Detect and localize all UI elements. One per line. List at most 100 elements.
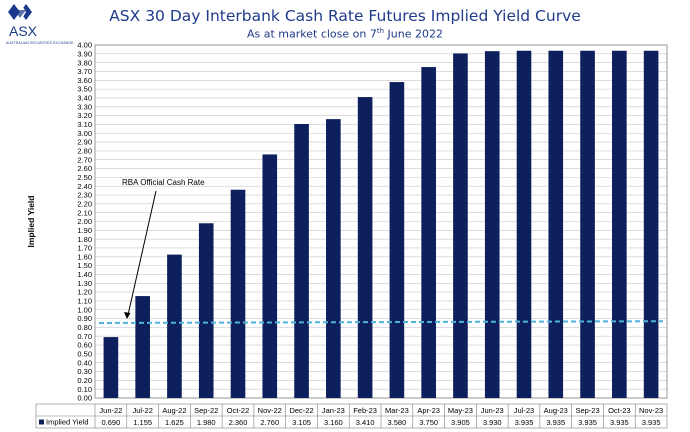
x-tick-label: Sep-23: [575, 406, 599, 415]
data-label: 3.935: [610, 418, 629, 427]
x-tick-label: Jun-23: [481, 406, 504, 415]
y-tick-label: 1.10: [77, 297, 92, 306]
bar: [612, 50, 627, 399]
y-tick-label: 3.90: [77, 49, 92, 58]
bar: [198, 223, 214, 398]
bar: [230, 189, 246, 398]
bar: [262, 154, 278, 398]
data-label: 1.625: [165, 418, 184, 427]
plot-area-border: [94, 44, 668, 399]
y-tick-label: 1.20: [77, 288, 92, 297]
bar: [421, 67, 436, 398]
x-tick-label: Mar-23: [385, 406, 409, 415]
rba-annotation-label: RBA Official Cash Rate: [122, 178, 205, 187]
y-tick-label: 4.00: [77, 41, 92, 50]
bar: [516, 50, 532, 399]
bar: [167, 254, 182, 398]
y-tick-label: 2.00: [77, 217, 92, 226]
y-tick-label: 1.00: [77, 305, 92, 314]
bar: [389, 82, 405, 398]
x-tick-label: Oct-23: [608, 406, 631, 415]
x-tick-label: Apr-23: [417, 406, 440, 415]
y-tick-label: 0.70: [77, 332, 92, 341]
bar: [580, 50, 595, 399]
data-label: 3.160: [324, 418, 343, 427]
x-tick-label: Nov-22: [258, 406, 282, 415]
x-tick-label: Aug-23: [544, 406, 568, 415]
bar: [484, 51, 500, 399]
y-tick-label: 3.00: [77, 129, 92, 138]
asx-star-icon: [8, 4, 32, 20]
y-tick-label: 0.10: [77, 385, 92, 394]
y-axis-label: Implied Yield: [26, 196, 36, 248]
x-tick-label: May-23: [448, 406, 473, 415]
subtitle-text: As at market close on 7: [246, 27, 377, 41]
data-label: 1.155: [133, 418, 152, 427]
y-tick-label: 2.70: [77, 155, 92, 164]
y-tick-label: 2.30: [77, 191, 92, 200]
y-tick-label: 1.90: [77, 226, 92, 235]
y-tick-label: 2.40: [77, 182, 92, 191]
data-label: 3.935: [515, 418, 534, 427]
logo-subtext: AUSTRALIAN SECURITIES EXCHANGE: [6, 41, 74, 45]
x-tick-label: Oct-22: [227, 406, 250, 415]
y-tick-label: 0.20: [77, 376, 92, 385]
bar: [643, 50, 659, 399]
rba-cash-rate-line: [98, 320, 664, 324]
y-tick-label: 1.50: [77, 261, 92, 270]
y-tick-label: 2.80: [77, 147, 92, 156]
y-tick-label: 0.60: [77, 341, 92, 350]
y-tick-label: 3.60: [77, 76, 92, 85]
x-tick-label: Jul-23: [514, 406, 534, 415]
y-tick-label: 3.10: [77, 120, 92, 129]
y-tick-label: 0.90: [77, 314, 92, 323]
y-tick-label: 2.60: [77, 164, 92, 173]
y-tick-label: 3.80: [77, 58, 92, 67]
y-tick-label: 0.30: [77, 367, 92, 376]
bar: [326, 119, 341, 398]
y-tick-label: 1.80: [77, 235, 92, 244]
x-tick-label: Aug-22: [162, 406, 186, 415]
annotation-arrowhead: [124, 311, 131, 319]
y-tick-label: 3.20: [77, 111, 92, 120]
bar: [548, 50, 564, 399]
data-label: 1.980: [197, 418, 216, 427]
logo-text: ASX: [9, 23, 38, 39]
x-tick-label: Jan-23: [322, 406, 345, 415]
x-tick-label: Nov-23: [639, 406, 663, 415]
x-tick-label: Sep-22: [194, 406, 218, 415]
annotation-arrow-line: [127, 190, 157, 316]
y-tick-label: 1.30: [77, 279, 92, 288]
bar: [357, 97, 373, 398]
y-tick-label: 3.30: [77, 102, 92, 111]
data-label: 3.105: [292, 418, 311, 427]
y-tick-label: 2.20: [77, 199, 92, 208]
y-tick-label: 1.60: [77, 252, 92, 261]
subtitle-date: June 2022: [384, 27, 443, 41]
legend-swatch: [39, 419, 44, 425]
y-tick-label: 0.40: [77, 358, 92, 367]
y-tick-label: 0.00: [77, 394, 92, 403]
chart-subtitle: As at market close on 7th June 2022: [0, 27, 690, 41]
data-label: 3.935: [546, 418, 565, 427]
data-label: 2.760: [260, 418, 279, 427]
x-tick-label: Jul-22: [132, 406, 152, 415]
data-label: 2.360: [229, 418, 248, 427]
data-label: 3.935: [642, 418, 661, 427]
y-tick-label: 2.90: [77, 138, 92, 147]
y-tick-label: 3.40: [77, 94, 92, 103]
data-label: 0.690: [101, 418, 120, 427]
y-tick-label: 2.50: [77, 173, 92, 182]
y-tick-label: 3.70: [77, 67, 92, 76]
y-tick-label: 3.50: [77, 85, 92, 94]
data-label: 3.580: [387, 418, 406, 427]
legend-series-name: Implied Yield: [46, 418, 89, 427]
bar: [103, 337, 119, 398]
bar: [453, 53, 468, 398]
chart-title: ASX 30 Day Interbank Cash Rate Futures I…: [109, 7, 581, 25]
data-label: 3.410: [356, 418, 375, 427]
data-label: 3.935: [578, 418, 597, 427]
subtitle-sup: th: [376, 27, 385, 35]
data-label: 3.905: [451, 418, 470, 427]
y-tick-label: 0.80: [77, 323, 92, 332]
